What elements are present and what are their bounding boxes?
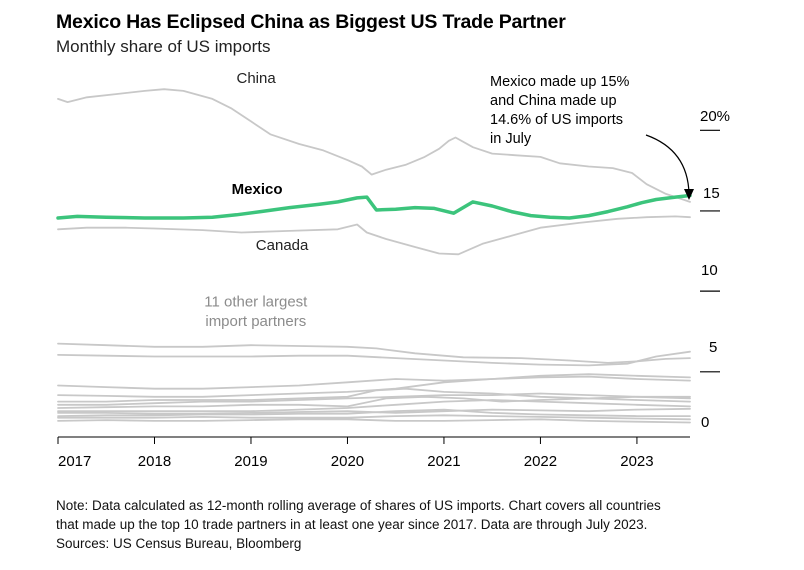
- axes: 2017 2018 2019 2020 2021 2022 2023 0 5 10 15 20%: [57, 108, 730, 470]
- series-line-other-7: [57, 395, 691, 409]
- series-line-china: [57, 88, 691, 203]
- y-tick-label-10: 10: [701, 262, 718, 279]
- x-tick-label-2020: 2020: [331, 453, 364, 470]
- label-china: China: [237, 70, 277, 87]
- x-tick-label-2022: 2022: [524, 453, 557, 470]
- series-line-canada: [57, 215, 691, 256]
- series-line-other-2: [57, 350, 691, 367]
- sources-line: Sources: US Census Bureau, Bloomberg: [56, 536, 302, 551]
- series-line-other-12: [57, 418, 691, 424]
- footnote: Note: Data calculated as 12-month rollin…: [56, 496, 756, 553]
- chart-subtitle: Monthly share of US imports: [56, 37, 271, 56]
- callout-annotation: Mexico made up 15% and China made up 14.6%…: [490, 74, 694, 200]
- series-line-other-4: [57, 375, 691, 398]
- annotation-arrowhead: [684, 189, 694, 200]
- label-mexico: Mexico: [232, 181, 283, 198]
- x-tick-label-2017: 2017: [58, 453, 91, 470]
- series-line-other-1: [57, 342, 691, 364]
- series-line-other-8: [57, 399, 691, 413]
- series-line-other-10: [57, 408, 691, 417]
- x-tick-label-2021: 2021: [427, 453, 460, 470]
- series-line-other-3: [57, 373, 691, 390]
- y-tick-label-0: 0: [701, 414, 709, 431]
- annotation-arrow: [645, 134, 690, 195]
- series-labels: China Mexico Canada 11 other largest import …: [204, 70, 309, 330]
- label-canada: Canada: [256, 237, 309, 254]
- annotation-line-4: in July: [490, 131, 532, 147]
- line-chart: 2017 2018 2019 2020 2021 2022 2023 0 5 10 15 20% Ch…: [56, 70, 730, 470]
- label-import-partners: import partners: [205, 313, 306, 330]
- series-line-other-5: [57, 387, 691, 403]
- chart-title: Mexico Has Eclipsed China as Biggest US …: [56, 11, 566, 33]
- x-tick-label-2023: 2023: [620, 453, 653, 470]
- series-line-other-6: [57, 392, 691, 406]
- annotation-line-2: and China made up: [490, 93, 617, 109]
- y-tick-label-5: 5: [709, 339, 717, 356]
- series-line-mexico: [56, 193, 692, 220]
- y-tick-label-15: 15: [703, 185, 720, 202]
- x-tick-label-2018: 2018: [138, 453, 171, 470]
- x-tick-label-2019: 2019: [234, 453, 267, 470]
- annotation-line-1: Mexico made up 15%: [490, 74, 630, 90]
- label-11-other-largest: 11 other largest: [204, 294, 308, 311]
- note-line-2: that made up the top 10 trade partners i…: [56, 517, 648, 532]
- note-line-1: Note: Data calculated as 12-month rollin…: [56, 498, 661, 513]
- series-lines: [56, 88, 692, 424]
- series-line-other-11: [57, 414, 691, 421]
- y-tick-label-20: 20%: [700, 108, 730, 125]
- annotation-line-3: 14.6% of US imports: [490, 112, 623, 128]
